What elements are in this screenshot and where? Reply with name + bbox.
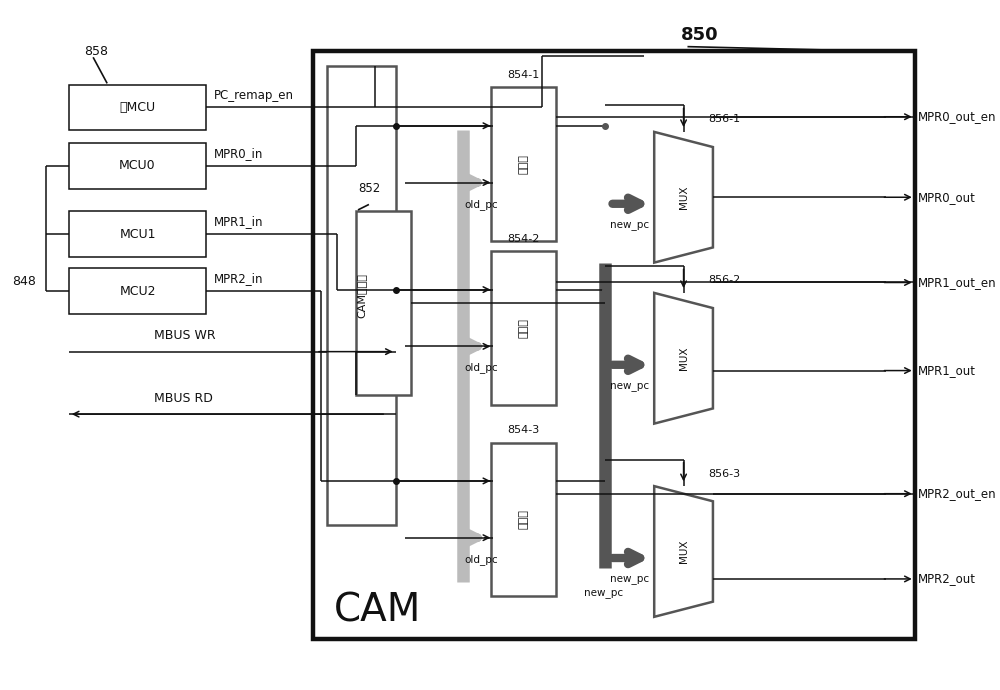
Text: new_pc: new_pc [610,574,649,584]
FancyBboxPatch shape [356,210,411,395]
Text: 比较器: 比较器 [519,509,529,529]
Text: MPR2_in: MPR2_in [214,273,263,286]
Text: 850: 850 [681,26,718,44]
Text: CAM: CAM [334,591,421,629]
Text: old_pc: old_pc [465,554,498,564]
Text: new_pc: new_pc [610,220,649,230]
FancyBboxPatch shape [491,251,556,404]
FancyBboxPatch shape [491,88,556,241]
Polygon shape [654,293,713,424]
Text: MPR0_in: MPR0_in [214,147,263,160]
Text: MBUS RD: MBUS RD [154,392,213,404]
Text: MPR0_out_en: MPR0_out_en [918,110,996,124]
Text: new_pc: new_pc [610,381,649,391]
Text: new_pc: new_pc [584,589,623,598]
Text: 856-1: 856-1 [708,115,740,124]
Text: MCU2: MCU2 [119,284,156,297]
FancyBboxPatch shape [313,51,915,639]
Text: MPR0_out: MPR0_out [918,190,975,204]
Text: 856-3: 856-3 [708,469,740,479]
FancyBboxPatch shape [69,211,206,257]
Text: MPR1_out_en: MPR1_out_en [918,276,996,289]
FancyBboxPatch shape [69,268,206,314]
Text: 854-2: 854-2 [507,234,540,244]
FancyBboxPatch shape [491,442,556,596]
Text: 852: 852 [359,182,381,195]
Polygon shape [654,132,713,263]
Polygon shape [654,486,713,617]
Text: 848: 848 [12,275,36,288]
Text: MUX: MUX [679,186,689,209]
Text: PC_remap_en: PC_remap_en [214,88,294,101]
Text: MPR2_out: MPR2_out [918,573,976,585]
FancyBboxPatch shape [69,85,206,130]
Text: old_pc: old_pc [465,362,498,373]
Text: MUX: MUX [679,540,689,563]
FancyBboxPatch shape [69,144,206,189]
Text: CAM储存器: CAM储存器 [357,273,367,317]
Text: 854-1: 854-1 [507,70,540,80]
Text: MPR1_in: MPR1_in [214,215,263,228]
FancyBboxPatch shape [327,66,396,525]
Text: MPR2_out_en: MPR2_out_en [918,487,996,500]
Text: MPR1_out: MPR1_out [918,364,976,377]
Text: 858: 858 [84,45,108,58]
Text: MCU1: MCU1 [119,228,156,241]
Text: 856-2: 856-2 [708,275,740,286]
Text: MBUS WR: MBUS WR [154,329,216,342]
Text: MUX: MUX [679,346,689,370]
Text: 比较器: 比较器 [519,318,529,338]
Text: 比较器: 比较器 [519,154,529,174]
Text: old_pc: old_pc [465,199,498,210]
Text: 主MCU: 主MCU [119,101,156,114]
Text: 854-3: 854-3 [507,425,540,435]
Text: MCU0: MCU0 [119,159,156,172]
